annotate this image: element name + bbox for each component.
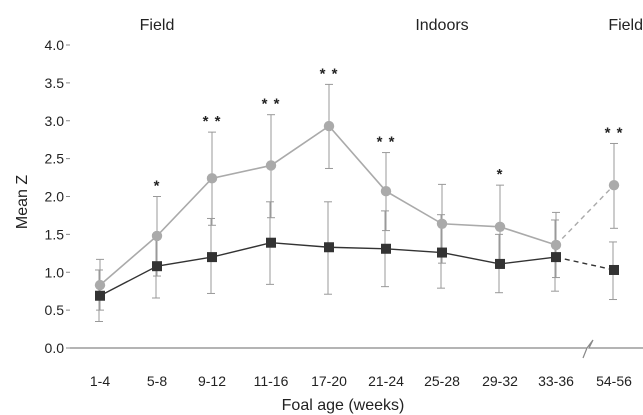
series-line-dashed	[555, 184, 615, 246]
data-point	[608, 179, 620, 191]
data-point	[95, 290, 105, 301]
x-tick-label: 33-36	[538, 373, 574, 389]
series-lines	[99, 124, 615, 297]
data-point	[494, 221, 506, 232]
y-tick-label: 3.0	[45, 113, 65, 129]
x-tick-label: 25-28	[424, 373, 460, 389]
significance-label: * *	[203, 113, 222, 130]
data-point	[436, 218, 448, 229]
x-tick-label: 17-20	[311, 373, 347, 389]
period-label: Field	[140, 17, 175, 34]
period-label: Field	[608, 17, 643, 34]
data-point	[152, 261, 162, 272]
y-tick-label: 1.5	[45, 226, 65, 242]
data-point	[266, 237, 276, 248]
data-point	[437, 247, 447, 258]
x-tick-label: 29-32	[482, 373, 518, 389]
data-point	[380, 185, 392, 197]
y-tick-label: 2.0	[45, 189, 65, 205]
data-point	[495, 258, 505, 269]
significance-label: *	[497, 166, 504, 183]
data-point	[151, 230, 163, 242]
data-point	[323, 120, 335, 132]
y-tick-label: 2.5	[45, 151, 65, 167]
data-point	[324, 242, 334, 253]
data-point	[206, 173, 218, 184]
data-point	[265, 160, 277, 171]
y-axis-title: Mean Z	[14, 175, 31, 229]
x-tick-label: 11-16	[254, 373, 289, 389]
significance-marks: * * * * * * * * * * * *	[154, 65, 624, 195]
y-axis: 0.0 0.5 1.0 1.5 2.0 2.5 3.0 3.5 4.0	[45, 37, 70, 356]
series-line-dashed	[555, 256, 615, 271]
x-tick-label: 1-4	[90, 373, 110, 389]
x-tick-label: 9-12	[198, 373, 226, 389]
significance-label: * *	[605, 124, 624, 141]
x-tick-label: 21-24	[368, 373, 404, 389]
data-point	[551, 252, 561, 263]
data-point	[207, 252, 217, 263]
data-point	[550, 239, 562, 251]
period-labels: Field Indoors Field	[140, 17, 643, 34]
data-point	[381, 243, 391, 254]
y-tick-label: 0.0	[45, 340, 65, 356]
data-point	[94, 279, 106, 291]
significance-label: * *	[377, 134, 396, 151]
y-tick-label: 1.0	[45, 264, 65, 280]
y-tick-label: 4.0	[45, 37, 65, 53]
y-tick-label: 0.5	[45, 302, 65, 318]
series-markers	[94, 120, 620, 301]
x-axis: 1-4 5-8 9-12 11-16 17-20 21-24 25-28 29-32 33-36…	[70, 339, 643, 389]
x-axis-title: Foal age (weeks)	[282, 397, 405, 414]
data-point	[609, 264, 619, 275]
axis-break-mark	[582, 339, 594, 359]
significance-label: *	[154, 178, 161, 195]
x-tick-label: 54-56	[596, 373, 632, 389]
y-tick-label: 3.5	[45, 75, 65, 91]
error-bars	[95, 83, 618, 322]
x-tick-label: 5-8	[147, 373, 167, 389]
significance-label: * *	[320, 65, 339, 82]
significance-label: * *	[262, 96, 281, 113]
period-label: Indoors	[415, 17, 468, 34]
